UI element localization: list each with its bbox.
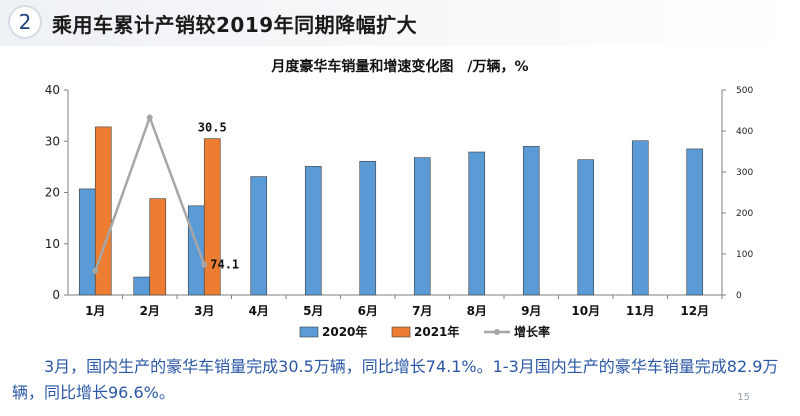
y-right-tick-label: 200 [736,209,753,219]
x-tick-label: 5月 [303,304,323,318]
bar-2020年-2月 [133,276,151,296]
y-left-tick-label: 0 [52,288,60,302]
page-title: 乘用车累计产销较2019年同期降幅扩大 [52,13,418,37]
bar-2020年-1月 [78,188,96,296]
y-left-tick-label: 10 [45,237,60,251]
page-number: 15 [737,392,750,403]
bar-2021年-3月 [203,138,221,296]
line-point-增长率 [92,268,99,275]
x-tick-label: 6月 [358,304,378,318]
bar-2020年-7月 [413,157,431,296]
bar-2020年-3月 [187,205,205,296]
data-label-2021年-3月: 30.5 [198,121,227,135]
x-tick-label: 9月 [521,304,541,318]
y-right-tick-label: 300 [736,168,753,178]
data-label-增长率-3月: 74.1 [210,258,239,272]
bar-2020年-4月 [250,176,268,296]
y-right-tick-label: 400 [736,127,753,137]
summary-text: 3月，国内生产的豪华车销量完成30.5万辆，同比增长74.1%。1-3月国内生产… [12,357,779,402]
x-tick-label: 8月 [467,304,487,318]
x-tick-label: 4月 [249,304,269,318]
y-left-tick-label: 30 [45,134,60,148]
bar-2020年-6月 [359,160,377,296]
legend-swatch-2020年 [299,326,319,338]
legend-label-增长率: 增长率 [514,324,550,339]
legend-label-2020年: 2020年 [322,324,367,339]
y-right-tick-label: 100 [736,250,753,260]
bar-2020年-11月 [631,140,649,296]
bar-2020年-9月 [522,146,540,296]
chart-title: 月度豪华车销量和增速变化图 /万辆，% [271,59,529,75]
legend-label-2021年: 2021年 [414,324,459,339]
x-tick-label: 1月 [85,304,105,318]
y-left-tick-label: 20 [45,186,60,200]
bar-2020年-8月 [468,151,486,296]
x-tick-label: 12月 [680,304,709,318]
x-tick-label: 7月 [412,304,432,318]
bar-2021年-2月 [149,198,167,296]
bar-2020年-10月 [577,159,595,296]
bar-2020年-12月 [686,148,704,296]
legend-marker-增长率 [494,329,500,335]
x-tick-label: 11月 [626,304,655,318]
y-right-tick-label: 0 [736,291,742,301]
y-left-tick-label: 40 [45,83,60,97]
bar-2020年-5月 [304,166,322,296]
line-point-增长率 [201,261,208,268]
section-number-badge: 2 [10,7,40,37]
bar-2021年-1月 [94,126,112,296]
y-right-tick-label: 500 [736,86,753,96]
x-tick-label: 3月 [194,304,214,318]
header-band [0,0,800,46]
x-tick-label: 2月 [140,304,160,318]
legend-swatch-2021年 [391,326,411,338]
x-tick-label: 10月 [571,304,600,318]
line-point-增长率 [146,114,153,121]
